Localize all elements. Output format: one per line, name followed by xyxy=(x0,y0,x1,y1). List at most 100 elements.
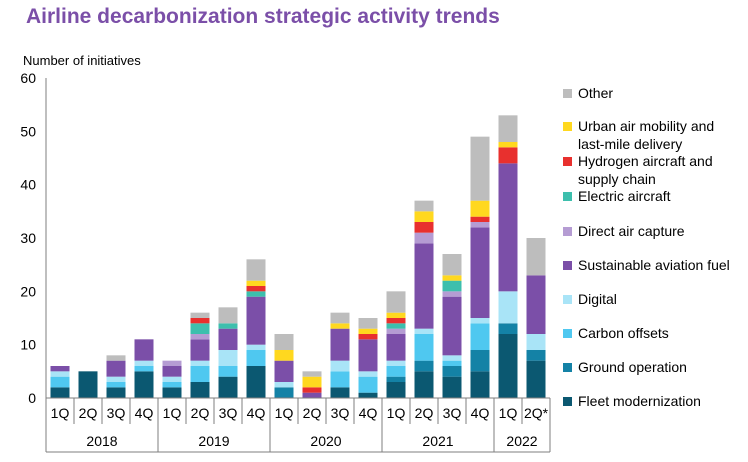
bar-segment-electric-aircraft xyxy=(246,291,266,297)
legend-swatch xyxy=(563,261,572,270)
legend-label: Carbon offsets xyxy=(578,325,669,341)
bar-segment-digital xyxy=(386,360,406,366)
bar-segment-sustainable-aviation-fuel xyxy=(134,339,154,361)
bar-segment-digital xyxy=(330,360,350,372)
bar-segment-carbon-offsets xyxy=(330,371,350,388)
bar-segment-fleet-modernization xyxy=(162,387,182,398)
bar-segment-hydrogen-aircraft-and-supply-chain xyxy=(358,334,378,340)
y-tick-label: 60 xyxy=(20,70,36,86)
bar-segment-sustainable-aviation-fuel xyxy=(302,392,322,398)
legend-item-digital: Digital xyxy=(563,291,617,307)
legend-item-ground-operation: Ground operation xyxy=(563,359,687,375)
bar-segment-sustainable-aviation-fuel xyxy=(190,339,210,361)
bar-segment-urban-air-mobility-and-last-mile-delivery xyxy=(274,350,294,361)
legend-item-fleet-modernization: Fleet modernization xyxy=(563,393,701,409)
bar-segment-digital xyxy=(106,376,126,382)
bar-stack xyxy=(330,312,350,398)
bar-segment-ground-operation xyxy=(498,323,518,334)
y-tick-label: 50 xyxy=(20,123,36,139)
bar-segment-sustainable-aviation-fuel xyxy=(50,366,70,372)
legend-item-hydrogen-aircraft-and-supply-chain: Hydrogen aircraft and supply chain xyxy=(563,153,713,187)
bar-segment-urban-air-mobility-and-last-mile-delivery xyxy=(386,312,406,318)
bar-segment-fleet-modernization xyxy=(498,334,518,398)
bar-segment-digital xyxy=(162,376,182,382)
legend-swatch xyxy=(563,227,572,236)
bar-segment-sustainable-aviation-fuel xyxy=(330,328,350,361)
bar-segment-other xyxy=(274,334,294,350)
legend-item-electric-aircraft: Electric aircraft xyxy=(563,188,671,204)
bar-segment-fleet-modernization xyxy=(78,371,98,398)
bar-segment-other xyxy=(218,307,238,324)
bar-stack xyxy=(78,371,98,398)
bar-segment-ground-operation xyxy=(274,387,294,398)
bar-segment-ground-operation xyxy=(470,350,490,372)
bar-segment-hydrogen-aircraft-and-supply-chain xyxy=(302,387,322,393)
legend-item-direct-air-capture: Direct air capture xyxy=(563,223,685,239)
bar-segment-fleet-modernization xyxy=(218,376,238,398)
legend-label: Hydrogen aircraft and xyxy=(578,153,713,169)
bar-segment-sustainable-aviation-fuel xyxy=(274,360,294,382)
bar-segment-hydrogen-aircraft-and-supply-chain xyxy=(498,147,518,164)
bar-segment-carbon-offsets xyxy=(50,376,70,388)
legend-label: Urban air mobility and xyxy=(578,118,714,134)
bar-segment-sustainable-aviation-fuel xyxy=(386,334,406,361)
legend-label: Digital xyxy=(578,291,617,307)
bar-segment-ground-operation xyxy=(414,360,434,372)
bar-segment-direct-air-capture xyxy=(190,334,210,340)
bar-segment-other xyxy=(386,291,406,313)
y-tick-label: 10 xyxy=(20,337,36,353)
x-tick-label: 4Q xyxy=(135,405,154,421)
bar-segment-other xyxy=(358,318,378,329)
bar-stack xyxy=(50,366,70,398)
bar-segment-sustainable-aviation-fuel xyxy=(246,296,266,345)
legend-label: Fleet modernization xyxy=(578,393,701,409)
bar-segment-urban-air-mobility-and-last-mile-delivery xyxy=(470,200,490,217)
bar-segment-digital xyxy=(246,344,266,350)
x-group-label: 2019 xyxy=(198,433,229,449)
x-tick-label: 3Q xyxy=(107,405,126,421)
legend-swatch xyxy=(563,363,572,372)
bar-segment-digital xyxy=(358,371,378,377)
bar-stack xyxy=(218,307,238,398)
bar-segment-digital xyxy=(134,360,154,366)
bar-segment-hydrogen-aircraft-and-supply-chain xyxy=(470,216,490,222)
bar-segment-carbon-offsets xyxy=(246,350,266,366)
y-tick-label: 0 xyxy=(28,390,36,406)
x-tick-label: 3Q xyxy=(443,405,462,421)
bars xyxy=(50,115,546,398)
bar-stack xyxy=(358,318,378,398)
bar-segment-urban-air-mobility-and-last-mile-delivery xyxy=(246,280,266,286)
bar-segment-other xyxy=(526,238,546,276)
bar-segment-urban-air-mobility-and-last-mile-delivery xyxy=(358,328,378,334)
bar-segment-other xyxy=(442,254,462,276)
legend-label: Direct air capture xyxy=(578,223,685,239)
bar-segment-sustainable-aviation-fuel xyxy=(106,360,126,377)
bar-stack xyxy=(498,115,518,398)
bar-segment-fleet-modernization xyxy=(50,387,70,398)
bar-segment-hydrogen-aircraft-and-supply-chain xyxy=(246,286,266,292)
legend-label: Ground operation xyxy=(578,359,687,375)
legend-item-urban-air-mobility-and-last-mile-delivery: Urban air mobility and last-mile delivery xyxy=(563,118,714,152)
legend-swatch xyxy=(563,295,572,304)
bar-segment-sustainable-aviation-fuel xyxy=(218,328,238,350)
bar-segment-direct-air-capture xyxy=(470,222,490,228)
bar-segment-fleet-modernization xyxy=(414,371,434,398)
bar-segment-direct-air-capture xyxy=(414,232,434,244)
bar-segment-other xyxy=(470,136,490,201)
bar-segment-sustainable-aviation-fuel xyxy=(526,275,546,334)
bar-segment-digital xyxy=(442,355,462,361)
bar-segment-other xyxy=(414,200,434,212)
bar-segment-digital xyxy=(190,360,210,366)
x-tick-label: 1Q xyxy=(163,405,182,421)
bar-segment-fleet-modernization xyxy=(358,392,378,398)
bar-stack xyxy=(274,334,294,398)
bar-segment-carbon-offsets xyxy=(162,382,182,388)
x-tick-label: 1Q xyxy=(387,405,406,421)
bar-segment-other xyxy=(498,115,518,142)
bar-segment-urban-air-mobility-and-last-mile-delivery xyxy=(302,376,322,388)
legend-label: last-mile delivery xyxy=(578,136,682,152)
bar-stack xyxy=(414,200,434,398)
bar-segment-fleet-modernization xyxy=(106,387,126,398)
bar-stack xyxy=(470,136,490,398)
